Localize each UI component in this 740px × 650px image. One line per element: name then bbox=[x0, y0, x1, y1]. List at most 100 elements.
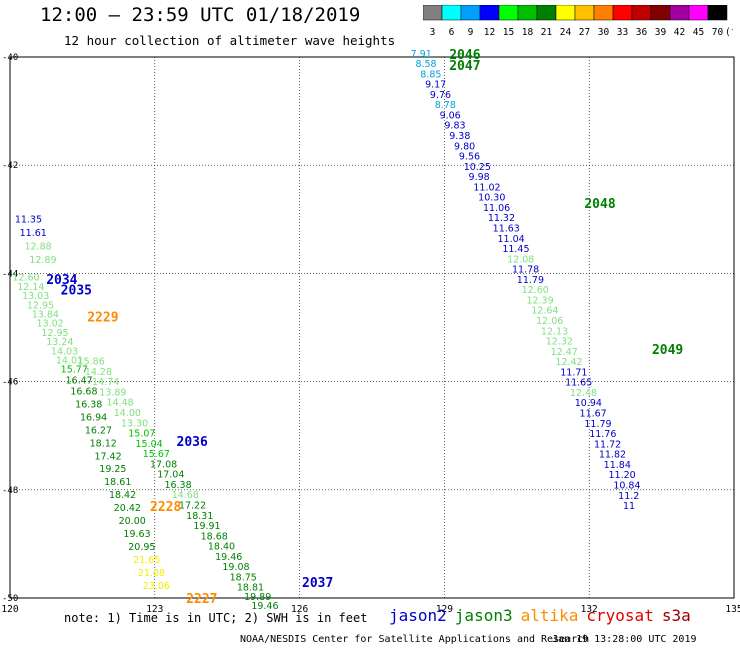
wave-height-point: 19.46 bbox=[215, 552, 242, 563]
wave-height-point: 11.79 bbox=[584, 419, 611, 430]
wave-height-point: 15.77 bbox=[61, 365, 88, 376]
pass-number-label: 2227 bbox=[186, 592, 217, 607]
legend-label: 9 bbox=[468, 27, 474, 38]
wave-height-point: 17.22 bbox=[179, 500, 206, 511]
pass-number-label: 2048 bbox=[584, 197, 615, 212]
pass-number-label: 2046 bbox=[449, 48, 480, 63]
wave-height-point: 17.42 bbox=[94, 451, 121, 462]
wave-height-point: 9.80 bbox=[454, 141, 475, 152]
wave-height-point: 19.89 bbox=[244, 592, 271, 603]
wave-height-point: 17.04 bbox=[157, 470, 184, 481]
pass-number-label: 2228 bbox=[150, 500, 181, 515]
wave-height-point: 14.74 bbox=[92, 377, 119, 388]
satellite-legend-entry: jason3 bbox=[454, 606, 513, 625]
wave-height-point: 19.25 bbox=[99, 464, 126, 475]
wave-height-point: 18.68 bbox=[201, 531, 228, 542]
wave-height-point: 19.63 bbox=[123, 529, 150, 540]
wave-track: 15.8614.2814.7413.8914.4814.0013.3015.07… bbox=[78, 357, 279, 613]
y-tick-label: -48 bbox=[2, 486, 18, 496]
satellite-legend-entry: cryosat bbox=[586, 606, 654, 625]
wave-height-point: 16.94 bbox=[80, 412, 107, 423]
wave-height-point: 11.02 bbox=[473, 182, 500, 193]
wave-height-point: 14.01 bbox=[56, 356, 83, 367]
wave-height-point: 23.06 bbox=[143, 581, 170, 592]
wave-height-point: 12.95 bbox=[27, 300, 54, 311]
wave-height-point: 11.79 bbox=[517, 275, 544, 286]
wave-height-point: 11.61 bbox=[20, 228, 47, 239]
wave-height-point: 11.04 bbox=[497, 234, 524, 245]
wave-height-point: 13.24 bbox=[46, 337, 73, 348]
wave-height-point: 10.94 bbox=[575, 398, 602, 409]
wave-height-point: 12.64 bbox=[531, 306, 558, 317]
wave-height-point: 12.89 bbox=[29, 255, 56, 266]
wave-height-point: 8.85 bbox=[420, 69, 441, 80]
wave-track: 11.3511.6112.8812.8912.6012.1413.0312.95… bbox=[12, 214, 170, 592]
pass-number-label: 2034 bbox=[46, 273, 77, 288]
wave-height-point: 12.60 bbox=[522, 285, 549, 296]
grid bbox=[10, 57, 734, 598]
y-tick-label: -46 bbox=[2, 378, 18, 388]
wave-height-point: 13.30 bbox=[121, 418, 148, 429]
wave-height-point: 13.03 bbox=[22, 291, 49, 302]
wave-height-point: 9.38 bbox=[449, 131, 470, 142]
wave-height-point: 13.02 bbox=[37, 319, 64, 330]
page-subtitle: 12 hour collection of altimeter wave hei… bbox=[64, 33, 396, 48]
wave-height-point: 18.75 bbox=[230, 572, 257, 583]
satellite-legend-entry: altika bbox=[520, 606, 579, 625]
wave-height-point: 8.78 bbox=[435, 100, 456, 111]
wave-height-point: 16.38 bbox=[75, 399, 102, 410]
wave-height-point: 21.08 bbox=[138, 568, 165, 579]
wave-height-point: 13.84 bbox=[32, 310, 59, 321]
wave-height-point: 19.46 bbox=[251, 601, 278, 612]
legend-label: 39 bbox=[655, 27, 667, 38]
pass-number-label: 2229 bbox=[87, 311, 118, 326]
wave-height-point: 9.56 bbox=[459, 152, 480, 163]
wave-height-point: 20.95 bbox=[128, 542, 155, 553]
wave-height-point: 11.72 bbox=[594, 439, 621, 450]
legend-label: 30 bbox=[598, 27, 610, 38]
y-tick-label: -42 bbox=[2, 161, 18, 171]
wave-height-point: 11 bbox=[623, 501, 635, 512]
x-tick-label: 132 bbox=[581, 604, 598, 615]
wave-height-point: 9.98 bbox=[469, 172, 490, 183]
wave-height-point: 15.67 bbox=[143, 449, 170, 460]
wave-height-point: 12.32 bbox=[546, 337, 573, 348]
wave-height-point: 20.42 bbox=[114, 503, 141, 514]
wave-height-point: 11.63 bbox=[493, 223, 520, 234]
legend-label: 33 bbox=[617, 27, 628, 38]
wave-height-point: 11.20 bbox=[609, 470, 636, 481]
wave-height-point: 11.45 bbox=[502, 244, 529, 255]
wave-track: 7.918.588.859.179.768.789.069.839.389.80… bbox=[411, 49, 641, 512]
footer-note: note: 1) Time is in UTC; 2) SWH is in fe… bbox=[64, 611, 368, 625]
pass-number-label: 2036 bbox=[177, 435, 208, 450]
satellite-legend-entry: jason2 bbox=[389, 606, 447, 625]
legend-label: 45 bbox=[693, 27, 704, 38]
wave-height-point: 10.84 bbox=[613, 480, 640, 491]
wave-height-point: 11.35 bbox=[15, 214, 42, 225]
wave-height-point: 18.61 bbox=[104, 477, 131, 488]
footer-credit: NOAA/NESDIS Center for Satellite Applica… bbox=[240, 634, 590, 645]
y-tick-label: -40 bbox=[2, 53, 18, 63]
wave-height-point: 11.32 bbox=[488, 213, 515, 224]
wave-height-point: 16.47 bbox=[66, 376, 93, 387]
wave-height-point: 12.95 bbox=[41, 328, 68, 339]
wave-height-point: 11.65 bbox=[565, 378, 592, 389]
wave-height-point: 12.14 bbox=[17, 282, 44, 293]
legend-label: 70 bbox=[712, 27, 724, 38]
satellite-legend: jason2 jason3 altika cryosat s3a bbox=[389, 606, 699, 625]
wave-height-point: 9.17 bbox=[425, 80, 446, 91]
wave-height-point: 11.67 bbox=[580, 409, 607, 420]
pass-number-label: 2047 bbox=[449, 59, 480, 74]
wave-height-point: 17.08 bbox=[150, 459, 177, 470]
wave-height-point: 12.88 bbox=[24, 241, 51, 252]
legend-label: 15 bbox=[503, 27, 514, 38]
wave-height-point: 12.13 bbox=[541, 326, 568, 337]
wave-height-point: 14.00 bbox=[114, 408, 141, 419]
legend-swatch bbox=[707, 5, 728, 21]
wave-height-point: 15.86 bbox=[78, 357, 105, 368]
legend-label: 36 bbox=[636, 27, 648, 38]
x-tick-label: 126 bbox=[291, 604, 308, 615]
wave-height-point: 11.06 bbox=[483, 203, 510, 214]
plot-frame bbox=[9, 56, 735, 599]
